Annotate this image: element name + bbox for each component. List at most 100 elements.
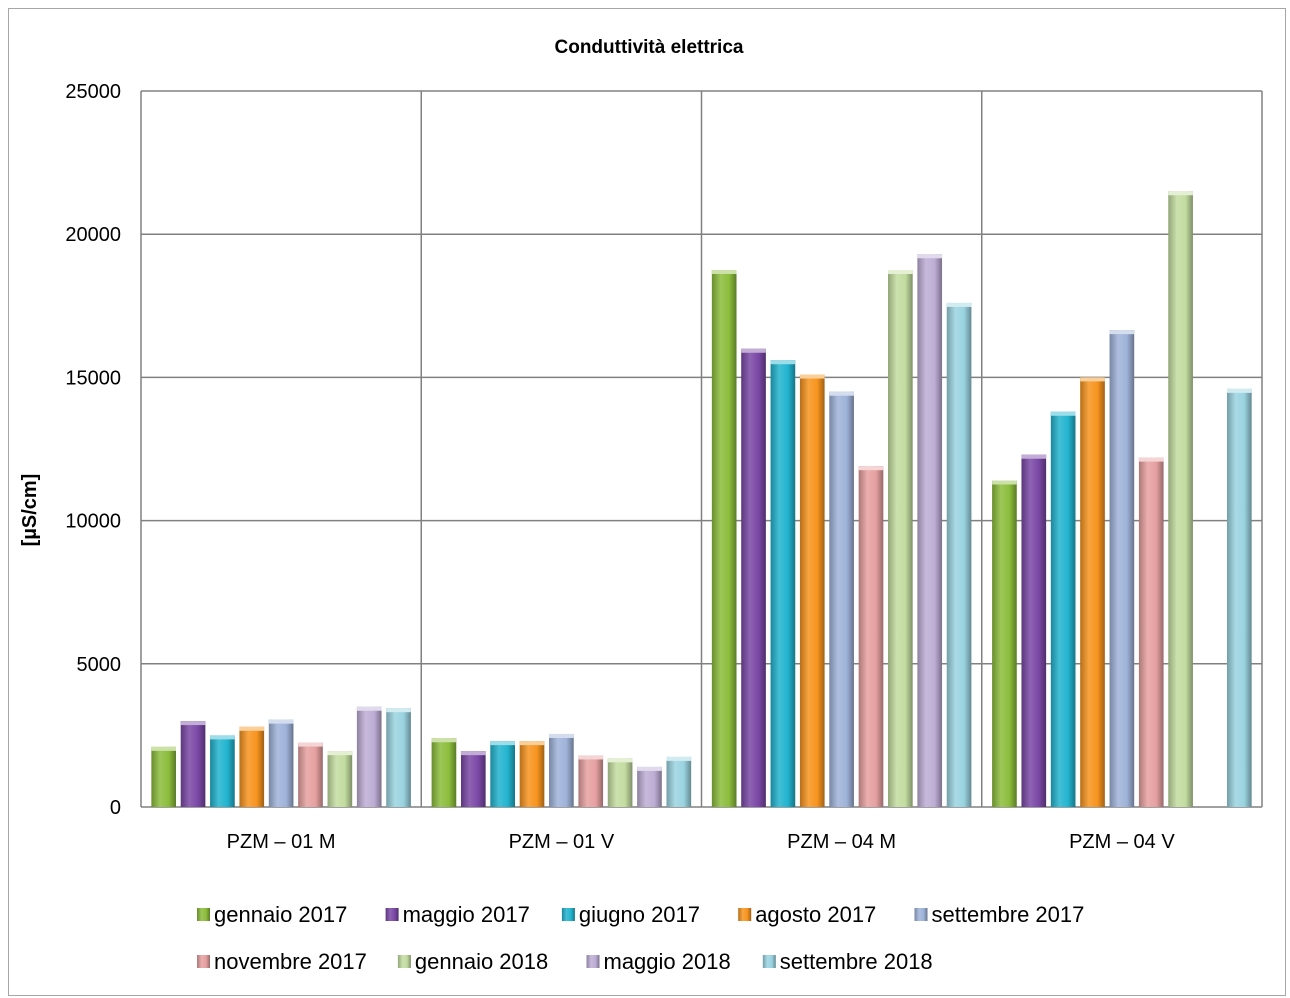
legend-item: maggio 2017	[385, 902, 530, 927]
bar-cap	[607, 758, 633, 763]
legend-label: novembre 2017	[214, 949, 367, 974]
bar-cap	[386, 708, 411, 713]
bar-cap	[1109, 330, 1135, 335]
legend-swatch	[561, 908, 575, 921]
bar-cap	[666, 756, 692, 761]
legend-label: gennaio 2017	[214, 902, 347, 927]
bar	[799, 374, 825, 807]
bar	[298, 742, 323, 807]
bar-cap	[946, 302, 972, 307]
legend-swatch	[586, 955, 600, 968]
bar	[858, 466, 884, 807]
bar	[151, 746, 177, 807]
legend-label: giugno 2017	[579, 902, 700, 927]
bar	[637, 766, 662, 807]
legend-swatch	[738, 908, 752, 921]
bar-cap	[637, 766, 662, 771]
bar	[1080, 377, 1105, 807]
bar	[239, 726, 265, 807]
legend-item: agosto 2017	[738, 902, 876, 927]
bar	[917, 254, 943, 808]
bar	[519, 741, 545, 807]
bar	[1138, 457, 1164, 807]
legend-swatch	[914, 908, 928, 921]
y-tick-label: 25000	[65, 81, 121, 103]
bar-cap	[298, 742, 323, 747]
legend-label: gennaio 2018	[415, 949, 548, 974]
bar-cap	[460, 751, 486, 756]
y-tick-label: 10000	[65, 511, 121, 533]
bar-cap	[1226, 388, 1252, 393]
bar-cap	[431, 738, 457, 743]
y-tick-label: 5000	[77, 654, 122, 676]
bar-cap	[268, 719, 294, 724]
bar-cap	[1168, 191, 1193, 196]
bar-cap	[858, 466, 884, 471]
bar-cap	[490, 741, 515, 746]
legend-label: settembre 2017	[932, 902, 1085, 927]
bar-cap	[992, 480, 1017, 485]
legend-label: settembre 2018	[780, 949, 933, 974]
bar	[327, 751, 353, 807]
bar	[490, 741, 515, 807]
bar	[888, 270, 913, 807]
bar	[578, 755, 604, 807]
bar	[549, 733, 574, 807]
bar-cap	[799, 374, 825, 379]
bar	[1226, 388, 1252, 807]
bar-cap	[888, 270, 913, 274]
bar-cap	[770, 360, 796, 365]
legend: gennaio 2017 maggio 2017 giugno 2017 agosto…	[197, 902, 1084, 974]
bar	[1050, 411, 1076, 807]
bar	[607, 758, 633, 807]
legend-item: gennaio 2017	[197, 902, 347, 927]
bar	[1168, 191, 1193, 808]
bar-cap	[210, 735, 235, 740]
bar	[770, 360, 796, 807]
y-tick-label: 15000	[65, 367, 121, 389]
bar	[711, 270, 737, 807]
legend-label: agosto 2017	[755, 902, 876, 927]
legend-swatch	[385, 908, 399, 921]
y-tick-label: 0	[110, 797, 121, 819]
bar	[1109, 330, 1135, 807]
bar	[1021, 454, 1047, 807]
bar-cap	[578, 755, 604, 760]
bar-cap	[549, 733, 574, 738]
bar-cap	[917, 254, 943, 259]
bar-cap	[741, 348, 766, 353]
bar	[741, 348, 766, 807]
x-tick-label: PZM – 01 V	[509, 831, 615, 853]
bar	[180, 721, 206, 807]
bar-cap	[829, 391, 854, 396]
legend-item: settembre 2018	[762, 949, 933, 974]
bar	[946, 302, 972, 807]
x-tick-label: PZM – 04 V	[1069, 831, 1175, 853]
bar	[992, 480, 1017, 807]
legend-swatch	[197, 955, 210, 968]
legend-item: gennaio 2018	[397, 949, 548, 974]
legend-swatch	[397, 955, 411, 968]
bar-cap	[327, 751, 353, 756]
bar	[210, 735, 235, 807]
legend-swatch	[762, 955, 776, 968]
bar	[431, 738, 457, 807]
bar-cap	[1138, 457, 1164, 462]
legend-swatch	[197, 908, 210, 921]
y-tick-label: 20000	[65, 224, 121, 246]
bar-cap	[711, 270, 737, 274]
y-axis-label: [µS/cm]	[19, 474, 41, 547]
bar-cap	[356, 706, 382, 711]
bar-cap	[180, 721, 206, 726]
bar	[666, 756, 692, 807]
bar	[356, 706, 382, 807]
legend-item: novembre 2017	[197, 949, 367, 974]
bar-cap	[1080, 377, 1105, 382]
x-tick-label: PZM – 04 M	[787, 831, 896, 853]
legend-item: maggio 2018	[586, 949, 731, 974]
bar	[829, 391, 854, 807]
bar	[268, 719, 294, 807]
bar-cap	[1021, 454, 1047, 459]
legend-item: giugno 2017	[561, 902, 700, 927]
